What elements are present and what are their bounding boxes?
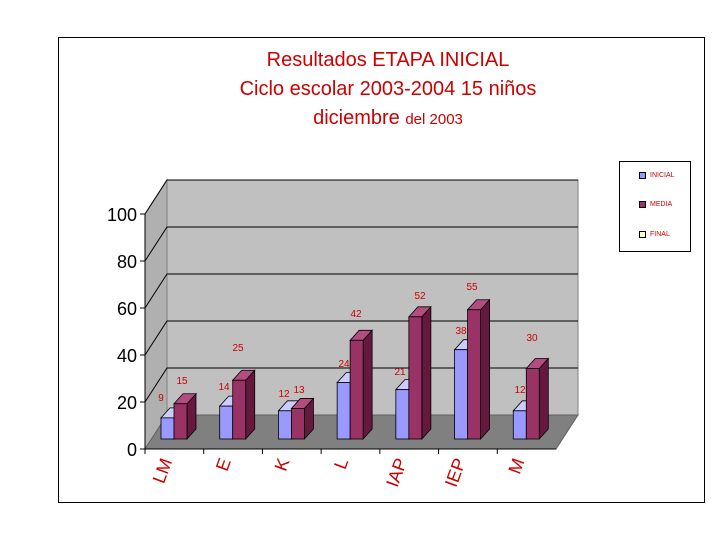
data-label: 24 xyxy=(338,359,350,370)
bar-inicial xyxy=(278,410,292,440)
gridline xyxy=(144,273,578,309)
data-label: 55 xyxy=(466,282,478,293)
bar-inicial xyxy=(454,349,468,440)
legend-label-inicial: INICIAL xyxy=(650,172,675,179)
title-line-3-small: del 2003 xyxy=(405,111,463,128)
title-line-3: diciembre del 2003 xyxy=(58,104,718,134)
legend-swatch-media xyxy=(639,201,646,208)
legend-item-final: FINAL xyxy=(639,231,670,238)
bar-side-media xyxy=(245,369,256,441)
bar-side-media xyxy=(480,298,490,441)
legend-swatch-inicial xyxy=(639,172,646,179)
legend-item-media: MEDIA xyxy=(639,201,672,208)
x-category-label: K xyxy=(271,456,294,474)
data-label: 9 xyxy=(158,393,164,404)
bar-media xyxy=(291,408,305,440)
legend-label-media: MEDIA xyxy=(650,201,673,208)
bar-inicial xyxy=(160,417,175,440)
y-tick-label: 40 xyxy=(117,346,137,366)
data-label: 14 xyxy=(218,382,230,393)
y-tick-label: 20 xyxy=(117,393,137,413)
title-line-2: Ciclo escolar 2003-2004 15 niños xyxy=(239,78,537,100)
data-label: 30 xyxy=(526,333,538,344)
legend: INICIAL MEDIA FINAL xyxy=(619,161,691,252)
bar-inicial xyxy=(512,410,527,440)
gridline xyxy=(144,367,578,403)
bar-side-media xyxy=(362,329,373,441)
data-label: 42 xyxy=(350,309,362,320)
data-label: 13 xyxy=(293,385,305,396)
bar-inicial xyxy=(219,405,234,440)
data-label: 12 xyxy=(278,389,290,400)
y-tick-label: 60 xyxy=(117,299,137,319)
bar-media xyxy=(173,403,188,440)
bar-inicial xyxy=(336,382,351,440)
data-label: 25 xyxy=(232,343,244,354)
side-wall xyxy=(144,178,168,451)
bar-media xyxy=(232,379,247,440)
bar-media xyxy=(467,309,481,440)
bar-side-media xyxy=(421,305,432,441)
bar-inicial xyxy=(395,389,410,440)
x-category-label: M xyxy=(504,456,528,477)
chart-title: Resultados ETAPA INICIAL Ciclo escolar 2… xyxy=(58,46,718,134)
bar-media xyxy=(525,368,540,440)
legend-swatch-final xyxy=(639,231,646,238)
y-tick-label: 100 xyxy=(107,205,137,225)
title-line-1: Resultados ETAPA INICIAL xyxy=(266,49,510,71)
x-category-label: E xyxy=(212,456,235,474)
x-category-label: L xyxy=(330,456,352,472)
legend-item-inicial: INICIAL xyxy=(639,172,675,179)
data-label: 52 xyxy=(414,291,426,302)
gridline xyxy=(144,226,578,262)
data-label: 38 xyxy=(455,326,467,337)
title-line-3-main: diciembre xyxy=(313,107,400,129)
bar-media xyxy=(408,316,423,440)
legend-label-final: FINAL xyxy=(650,231,670,238)
y-tick-label: 80 xyxy=(117,252,137,272)
data-label: 12 xyxy=(514,385,526,396)
bar-side-media xyxy=(538,357,549,441)
y-tick-label: 0 xyxy=(127,440,137,460)
x-category-label: LM xyxy=(149,456,176,486)
data-label: 15 xyxy=(176,376,188,387)
bar-media xyxy=(349,339,364,440)
x-category-label: IEP xyxy=(441,456,470,490)
gridline xyxy=(144,179,578,215)
gridline xyxy=(144,320,578,356)
data-label: 21 xyxy=(394,367,406,378)
x-category-label: IAP xyxy=(382,456,411,490)
